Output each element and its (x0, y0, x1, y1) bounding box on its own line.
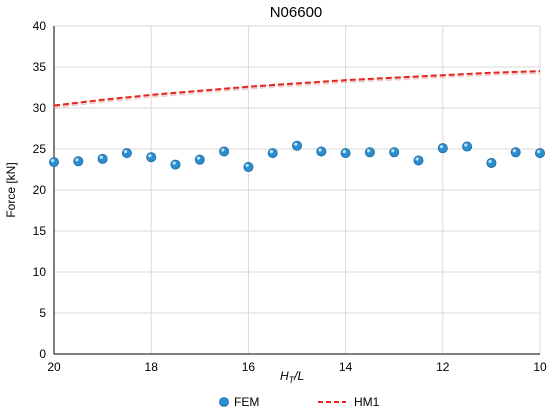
y-tick-label: 20 (33, 183, 47, 197)
fem-point-marker (316, 146, 327, 157)
x-tick-label: 14 (339, 360, 353, 374)
x-axis-label: HT/L (280, 369, 304, 385)
fem-point (340, 148, 351, 159)
y-tick-label: 15 (33, 224, 47, 238)
y-tick-label: 30 (33, 101, 47, 115)
fem-point-highlight (342, 150, 346, 154)
x-tick-label: 12 (436, 360, 450, 374)
x-tick-label: 16 (242, 360, 256, 374)
y-tick-label: 10 (33, 265, 47, 279)
fem-point-highlight (51, 159, 55, 163)
fem-point (437, 143, 448, 154)
fem-point-marker (97, 153, 108, 164)
fem-point (413, 155, 424, 166)
fem-point-highlight (367, 149, 371, 153)
legend-label-fem: FEM (234, 395, 259, 409)
fem-point-marker (389, 147, 400, 158)
fem-point-marker (486, 157, 497, 168)
fem-point-marker (170, 159, 181, 170)
x-tick-label: 18 (145, 360, 159, 374)
fem-point-highlight (294, 142, 298, 146)
fem-point-marker (437, 143, 448, 154)
fem-point-highlight (124, 150, 128, 154)
fem-point-marker (364, 147, 375, 158)
fem-point-highlight (488, 159, 492, 164)
series-fem (49, 140, 546, 173)
fem-point-highlight (269, 150, 273, 154)
y-tick-label: 5 (39, 306, 46, 320)
fem-point-marker (535, 148, 546, 159)
chart-title: N06600 (270, 4, 323, 21)
fem-point-marker (73, 156, 84, 167)
fem-point-highlight (318, 148, 322, 152)
fem-point (97, 153, 108, 164)
fem-point-marker (243, 162, 254, 173)
fem-point (73, 156, 84, 167)
x-axis-label-sub: T (289, 375, 296, 385)
y-tick-label: 40 (33, 19, 47, 33)
fem-point-marker (219, 146, 230, 157)
x-tick-label: 10 (533, 360, 547, 374)
fem-point-highlight (99, 155, 103, 159)
fem-point-highlight (537, 150, 541, 154)
fem-point (194, 154, 205, 165)
fem-point-highlight (512, 149, 517, 153)
fem-point (219, 146, 230, 157)
fem-point (267, 148, 278, 159)
fem-point-highlight (245, 163, 249, 168)
fem-point-marker (462, 141, 473, 152)
fem-point-marker (194, 154, 205, 165)
fem-point (510, 147, 521, 158)
fem-point-marker (146, 152, 157, 163)
y-tick-label: 0 (39, 347, 46, 361)
fem-point-highlight (464, 143, 468, 147)
fem-point-marker (291, 140, 302, 151)
fem-point-highlight (415, 157, 419, 161)
fem-point (243, 162, 254, 173)
x-tick-label: 20 (47, 360, 61, 374)
fem-point (389, 147, 400, 158)
fem-point-highlight (196, 156, 201, 160)
fem-point-highlight (148, 154, 152, 158)
fem-point-highlight (391, 149, 395, 153)
legend-label-hm1: HM1 (354, 395, 380, 409)
hm1-line (53, 70, 541, 107)
legend-item-fem: FEM (219, 395, 259, 409)
fem-point (462, 141, 473, 152)
y-tick-label: 25 (33, 142, 47, 156)
fem-point-highlight (75, 158, 79, 162)
fem-point-marker (413, 155, 424, 166)
fem-point (364, 147, 375, 158)
y-tick-labels: 0 5 10 15 20 25 30 35 40 (33, 19, 47, 361)
fem-point-marker (340, 148, 351, 159)
x-axis-label-main: H (280, 369, 289, 383)
fem-point-marker (267, 148, 278, 159)
y-tick-label: 35 (33, 60, 47, 74)
y-axis-label: Force [kN] (4, 162, 18, 217)
legend: FEM HM1 (219, 395, 380, 409)
fem-point-highlight (439, 145, 444, 149)
fem-point-highlight (221, 148, 225, 152)
legend-item-hm1: HM1 (318, 395, 380, 409)
hm1-line-shadow (53, 71, 541, 109)
fem-point (316, 146, 327, 157)
x-tick-labels: 20 18 16 14 12 10 (47, 360, 547, 374)
series-hm1 (53, 70, 541, 109)
fem-point (535, 148, 546, 159)
x-axis-label-tail: /L (293, 369, 304, 383)
fem-point-highlight (172, 161, 176, 165)
fem-point (170, 159, 181, 170)
fem-point (291, 140, 302, 151)
fem-point (486, 157, 497, 168)
fem-point (146, 152, 157, 163)
fem-point-marker (121, 148, 132, 159)
fem-point-marker (510, 147, 521, 158)
fem-point-marker (49, 157, 60, 168)
legend-marker-fem (219, 397, 229, 407)
fem-point (49, 157, 60, 168)
fem-point (121, 148, 132, 159)
